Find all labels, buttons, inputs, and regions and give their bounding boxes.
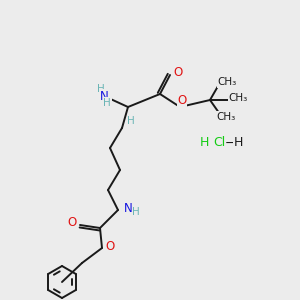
Text: CH₃: CH₃ <box>228 93 248 103</box>
Text: H: H <box>200 136 209 149</box>
Text: −: − <box>225 136 236 149</box>
Text: H: H <box>132 207 140 217</box>
Text: N: N <box>124 202 132 214</box>
Text: H: H <box>103 98 111 108</box>
Text: CH₃: CH₃ <box>216 112 236 122</box>
Text: CH₃: CH₃ <box>218 77 237 87</box>
Text: O: O <box>105 239 115 253</box>
Text: H: H <box>127 116 135 126</box>
Text: O: O <box>68 217 76 230</box>
Text: H: H <box>234 136 243 149</box>
Text: O: O <box>173 67 183 80</box>
Text: N: N <box>100 89 108 103</box>
Text: H: H <box>97 84 105 94</box>
Text: Cl: Cl <box>213 136 225 149</box>
Text: O: O <box>177 94 187 107</box>
